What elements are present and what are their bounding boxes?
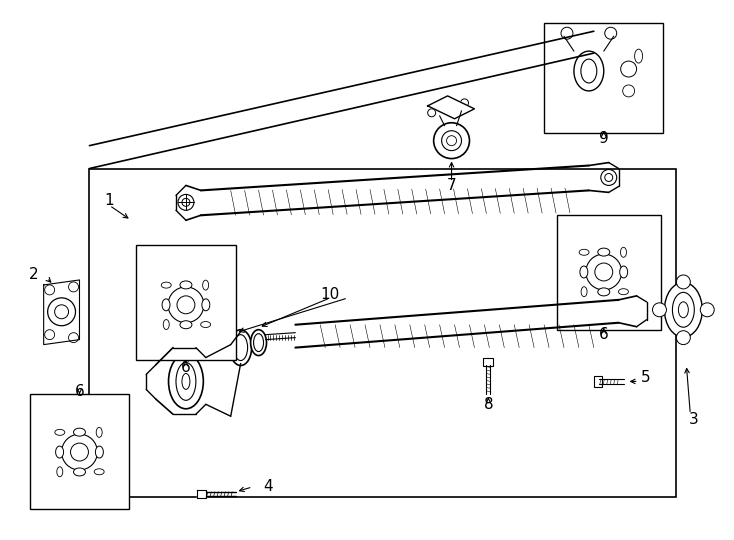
- Ellipse shape: [619, 289, 628, 295]
- Text: 7: 7: [447, 178, 457, 193]
- Circle shape: [48, 298, 76, 326]
- Ellipse shape: [597, 288, 610, 296]
- Bar: [30, 394, 129, 509]
- Ellipse shape: [95, 446, 103, 458]
- Circle shape: [561, 27, 573, 39]
- Ellipse shape: [96, 427, 102, 437]
- Bar: [137, 245, 236, 360]
- Polygon shape: [43, 280, 79, 345]
- Circle shape: [633, 307, 641, 315]
- Ellipse shape: [579, 249, 589, 255]
- Bar: [594, 376, 602, 387]
- Circle shape: [460, 99, 468, 107]
- Text: 6: 6: [599, 327, 608, 342]
- Ellipse shape: [230, 330, 252, 366]
- Circle shape: [586, 254, 622, 290]
- Polygon shape: [197, 490, 206, 498]
- Ellipse shape: [200, 321, 211, 327]
- Text: 1: 1: [104, 193, 115, 208]
- Ellipse shape: [180, 321, 192, 329]
- Circle shape: [677, 275, 691, 289]
- Circle shape: [68, 333, 79, 342]
- Bar: [484, 357, 493, 366]
- Text: 2: 2: [29, 267, 39, 282]
- Text: 6: 6: [75, 384, 84, 399]
- Circle shape: [45, 285, 54, 295]
- Bar: [557, 215, 661, 330]
- Ellipse shape: [73, 428, 85, 436]
- Ellipse shape: [253, 334, 264, 352]
- Circle shape: [446, 136, 457, 146]
- Ellipse shape: [161, 282, 171, 288]
- Circle shape: [54, 305, 68, 319]
- Ellipse shape: [55, 429, 65, 435]
- Ellipse shape: [664, 282, 702, 337]
- Circle shape: [622, 85, 635, 97]
- Circle shape: [595, 263, 613, 281]
- Text: 5: 5: [641, 370, 650, 385]
- Circle shape: [45, 330, 54, 340]
- Ellipse shape: [678, 302, 688, 318]
- Text: 8: 8: [484, 397, 493, 412]
- Ellipse shape: [57, 467, 63, 477]
- Ellipse shape: [581, 287, 587, 296]
- Ellipse shape: [163, 320, 170, 329]
- Ellipse shape: [182, 374, 190, 389]
- Circle shape: [605, 173, 613, 181]
- Circle shape: [653, 303, 666, 317]
- Ellipse shape: [94, 469, 104, 475]
- Ellipse shape: [597, 248, 610, 256]
- Bar: [544, 23, 664, 133]
- Ellipse shape: [180, 281, 192, 289]
- Ellipse shape: [581, 59, 597, 83]
- Circle shape: [434, 123, 470, 159]
- Ellipse shape: [233, 335, 247, 361]
- Text: 6: 6: [181, 360, 191, 375]
- Polygon shape: [428, 96, 474, 119]
- Ellipse shape: [619, 266, 628, 278]
- Ellipse shape: [672, 292, 694, 327]
- Circle shape: [700, 303, 714, 317]
- Circle shape: [70, 443, 88, 461]
- Circle shape: [428, 109, 436, 117]
- Circle shape: [628, 303, 644, 319]
- Circle shape: [62, 434, 98, 470]
- Circle shape: [677, 330, 691, 345]
- Text: 3: 3: [688, 411, 698, 427]
- Circle shape: [177, 296, 195, 314]
- Circle shape: [621, 61, 636, 77]
- Ellipse shape: [56, 446, 64, 458]
- Ellipse shape: [203, 280, 208, 290]
- Circle shape: [601, 170, 617, 185]
- Circle shape: [178, 194, 194, 210]
- Text: 9: 9: [599, 131, 608, 146]
- Circle shape: [605, 27, 617, 39]
- Ellipse shape: [202, 299, 210, 311]
- Ellipse shape: [73, 468, 85, 476]
- Ellipse shape: [162, 299, 170, 311]
- Circle shape: [168, 287, 204, 323]
- Ellipse shape: [574, 51, 604, 91]
- Text: 10: 10: [321, 287, 340, 302]
- Ellipse shape: [580, 266, 588, 278]
- Ellipse shape: [620, 247, 626, 257]
- Ellipse shape: [635, 49, 642, 63]
- Text: 4: 4: [264, 480, 273, 495]
- Circle shape: [68, 282, 79, 292]
- Circle shape: [182, 198, 190, 206]
- Ellipse shape: [176, 362, 196, 400]
- Ellipse shape: [169, 354, 203, 409]
- Bar: [90, 168, 677, 497]
- Circle shape: [442, 131, 462, 151]
- Ellipse shape: [250, 330, 266, 355]
